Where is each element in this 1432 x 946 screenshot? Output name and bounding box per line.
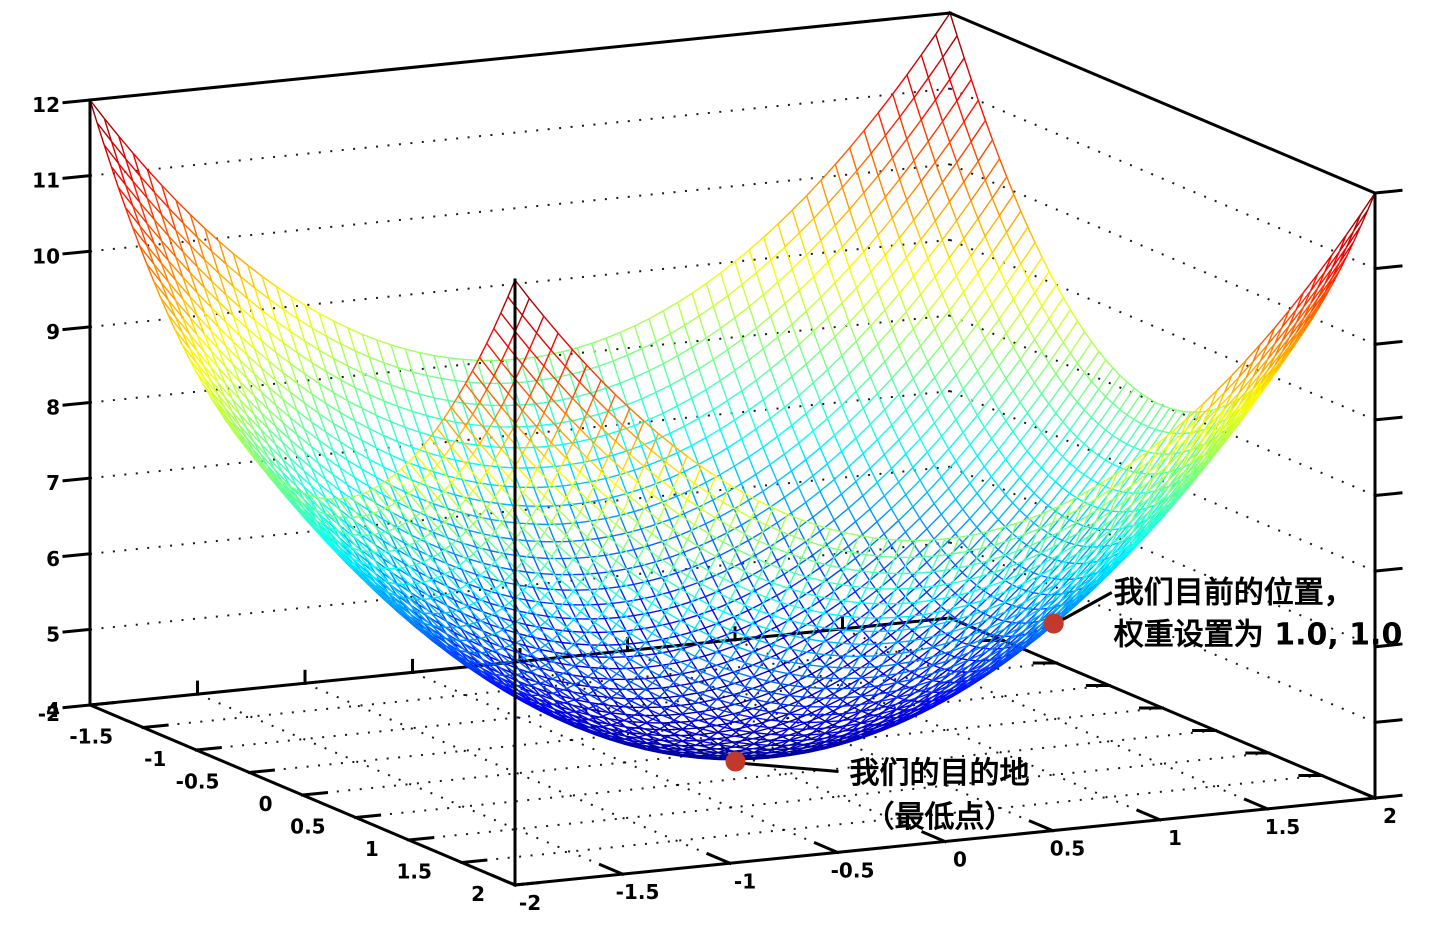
- marker-destination: [725, 751, 746, 772]
- svg-text:6: 6: [46, 547, 60, 571]
- annotation-current-line2: 权重设置为 1.0, 1.0: [1113, 618, 1403, 653]
- svg-text:-0.5: -0.5: [831, 858, 875, 882]
- svg-text:9: 9: [46, 320, 60, 344]
- svg-text:5: 5: [46, 622, 60, 646]
- svg-text:1.5: 1.5: [1265, 815, 1300, 839]
- svg-text:0: 0: [953, 848, 967, 872]
- svg-text:4: 4: [46, 698, 60, 722]
- svg-text:-2: -2: [519, 891, 541, 915]
- svg-text:2: 2: [471, 882, 485, 906]
- svg-text:-2: -2: [38, 702, 60, 726]
- svg-text:8: 8: [46, 396, 60, 420]
- annotation-destination-line1: 我们的目的地: [850, 756, 1030, 791]
- annotation-current-line1: 我们目前的位置，: [1114, 576, 1354, 611]
- annotation-destination-line2: （最低点）: [865, 800, 1015, 835]
- svg-text:11: 11: [32, 169, 60, 193]
- svg-text:1.5: 1.5: [396, 860, 431, 884]
- svg-text:1: 1: [1168, 826, 1182, 850]
- leader-line-current-position: [1062, 591, 1113, 621]
- marker-current-position: [1043, 613, 1064, 634]
- axes-box: [62, 11, 1403, 887]
- annotations: 我们目前的位置， 权重设置为 1.0, 1.0 我们的目的地 （最低点）: [725, 576, 1403, 835]
- svg-text:10: 10: [32, 244, 60, 268]
- leader-line-destination: [744, 762, 839, 773]
- svg-text:1: 1: [365, 837, 379, 861]
- svg-text:-1.5: -1.5: [69, 725, 113, 749]
- surface-wireframe: [89, 12, 1376, 761]
- svg-text:-1: -1: [734, 869, 756, 893]
- svg-text:2: 2: [1383, 804, 1397, 828]
- svg-text:0.5: 0.5: [290, 815, 325, 839]
- svg-text:-0.5: -0.5: [176, 770, 220, 794]
- svg-text:12: 12: [32, 93, 60, 117]
- svg-text:-1: -1: [144, 747, 166, 771]
- svg-text:0.5: 0.5: [1050, 837, 1085, 861]
- svg-text:-1.5: -1.5: [616, 880, 660, 904]
- svg-text:7: 7: [46, 471, 60, 495]
- svg-text:0: 0: [259, 792, 273, 816]
